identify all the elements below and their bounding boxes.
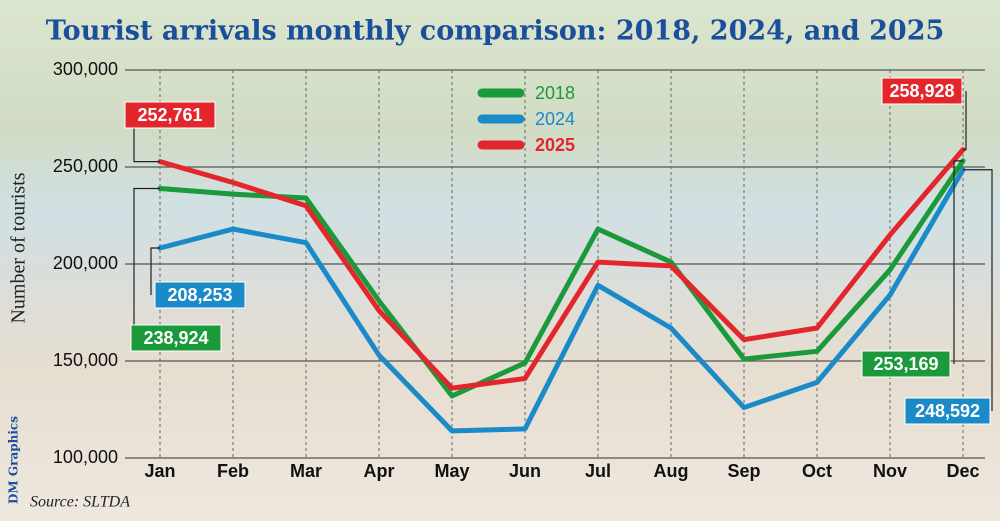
chart-title: Tourist arrivals monthly comparison: 201…: [46, 16, 945, 47]
x-tick-label: Aug: [654, 461, 689, 481]
value-label-box: [124, 101, 216, 129]
value-label: 248,592: [915, 401, 980, 421]
x-tick-label: Feb: [217, 461, 249, 481]
label-connector: [150, 247, 160, 295]
label-connector: [953, 160, 963, 364]
y-tick-label: 150,000: [53, 350, 118, 370]
label-connector: [963, 169, 993, 411]
x-tick-label: Jun: [509, 461, 541, 481]
value-label-box: [861, 350, 951, 378]
label-connector: [133, 115, 160, 163]
series-line: [157, 147, 966, 391]
value-label-box: [130, 324, 222, 352]
y-tick-label: 200,000: [53, 253, 118, 273]
legend-label: 2024: [535, 109, 575, 129]
y-tick-label: 300,000: [53, 59, 118, 79]
x-tick-label: May: [434, 461, 469, 481]
value-label: 208,253: [167, 285, 232, 305]
value-label-box: [881, 77, 963, 105]
y-tick-label: 250,000: [53, 156, 118, 176]
source: Source: SLTDA: [30, 494, 130, 511]
value-label: 258,928: [889, 81, 954, 101]
x-tick-label: Sep: [727, 461, 760, 481]
x-tick-label: Apr: [364, 461, 395, 481]
legend-label: 2025: [535, 135, 575, 155]
label-connector: [963, 91, 967, 151]
value-label: 253,169: [873, 354, 938, 374]
x-tick-label: Nov: [873, 461, 907, 481]
x-tick-label: Jul: [585, 461, 611, 481]
x-tick-label: Mar: [290, 461, 322, 481]
y-axis-label: Number of tourists: [8, 172, 30, 323]
series-line: [157, 158, 966, 399]
series-line: [157, 167, 966, 434]
value-label-box: [154, 281, 246, 309]
value-label: 252,761: [137, 105, 202, 125]
legend-label: 2018: [535, 83, 575, 103]
x-tick-label: Dec: [946, 461, 979, 481]
x-tick-label: Oct: [802, 461, 832, 481]
y-tick-label: 100,000: [53, 447, 118, 467]
branding: DM Graphics: [7, 416, 21, 504]
label-connector: [133, 187, 160, 338]
x-tick-label: Jan: [144, 461, 175, 481]
value-label-box: [904, 397, 991, 425]
value-label: 238,924: [143, 328, 208, 348]
